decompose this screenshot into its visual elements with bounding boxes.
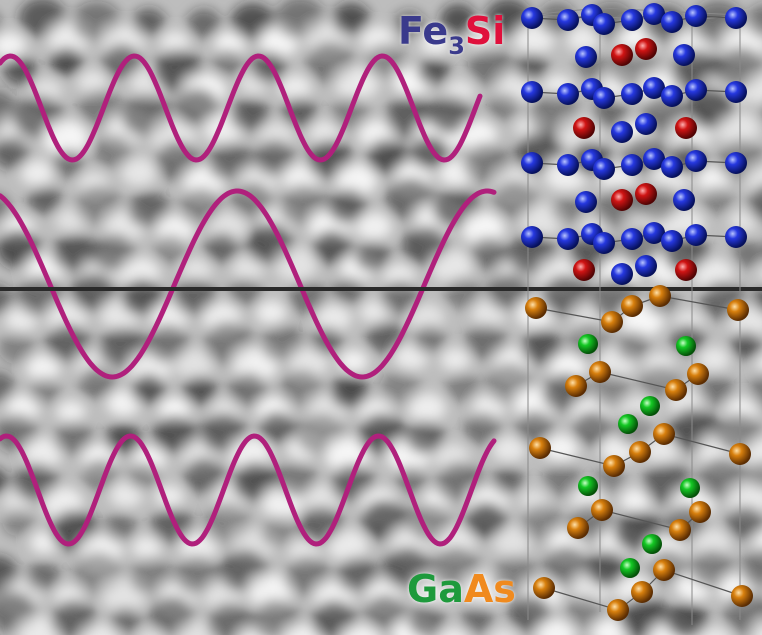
as-atom	[591, 499, 613, 521]
fe-atom	[521, 81, 543, 103]
as-atom	[529, 437, 551, 459]
si-atom	[573, 117, 595, 139]
si-atom	[635, 183, 657, 205]
as-label: As	[463, 567, 516, 611]
fe-atom	[621, 83, 643, 105]
as-atom	[727, 299, 749, 321]
as-atom	[525, 297, 547, 319]
as-atom	[653, 559, 675, 581]
subscript-3: 3	[448, 32, 465, 60]
fe-atom	[725, 81, 747, 103]
as-atom	[567, 517, 589, 539]
ga-atom	[578, 334, 598, 354]
si-atom	[611, 189, 633, 211]
fe-atom	[557, 154, 579, 176]
fe-atom	[621, 154, 643, 176]
as-atom	[589, 361, 611, 383]
as-atom	[601, 311, 623, 333]
fe-atom	[661, 85, 683, 107]
ga-atom	[676, 336, 696, 356]
fe-atom	[673, 44, 695, 66]
si-atom	[675, 117, 697, 139]
wave-top	[0, 53, 483, 163]
gaas-label: GaAs	[407, 570, 516, 608]
fe-atom	[661, 230, 683, 252]
as-atom	[533, 577, 555, 599]
si-atom	[675, 259, 697, 281]
ga-atom	[680, 478, 700, 498]
as-atom	[629, 441, 651, 463]
as-atom	[729, 443, 751, 465]
as-atom	[689, 501, 711, 523]
as-atom	[731, 585, 753, 607]
fe-atom	[621, 228, 643, 250]
wave-bottom	[0, 433, 497, 547]
fe-atom	[521, 152, 543, 174]
as-atom	[603, 455, 625, 477]
wave-overlays	[0, 53, 497, 547]
ga-atom	[642, 534, 662, 554]
fe-atom	[725, 7, 747, 29]
fe-atom	[557, 228, 579, 250]
ga-atom	[620, 558, 640, 578]
as-atom	[607, 599, 629, 621]
fe-atom	[643, 148, 665, 170]
ga-atom	[640, 396, 660, 416]
ga-atom	[618, 414, 638, 434]
as-atom	[669, 519, 691, 541]
fe-atom	[643, 77, 665, 99]
fe-label: Fe	[398, 9, 449, 53]
fe3si-label: Fe3Si	[398, 9, 506, 58]
ga-label: Ga	[407, 567, 464, 611]
fe-atom	[635, 255, 657, 277]
as-atom	[653, 423, 675, 445]
fe-atom	[621, 9, 643, 31]
fe-atom	[557, 83, 579, 105]
fe-atom	[593, 13, 615, 35]
fe-atom	[593, 87, 615, 109]
fe-atom	[673, 189, 695, 211]
si-label: Si	[464, 9, 506, 53]
fe-atom	[575, 191, 597, 213]
fe-atom	[685, 224, 707, 246]
as-atom	[649, 285, 671, 307]
si-atom	[635, 38, 657, 60]
as-atom	[687, 363, 709, 385]
ga-atom	[578, 476, 598, 496]
fe-atom	[685, 5, 707, 27]
fe-atom	[643, 3, 665, 25]
fe-atom	[521, 7, 543, 29]
fe-atom	[661, 156, 683, 178]
as-bond	[577, 509, 701, 531]
as-atom	[631, 581, 653, 603]
si-atom	[573, 259, 595, 281]
fe-atom	[611, 263, 633, 285]
as-atom	[621, 295, 643, 317]
fe-atom	[685, 79, 707, 101]
fe-atom	[557, 9, 579, 31]
fe-atom	[611, 121, 633, 143]
fe-atom	[725, 226, 747, 248]
fe-atom	[575, 46, 597, 68]
crystal-model	[521, 3, 753, 621]
fe-atom	[521, 226, 543, 248]
fe-atom	[661, 11, 683, 33]
as-atom	[665, 379, 687, 401]
si-atom	[611, 44, 633, 66]
fe-atom	[635, 113, 657, 135]
fe-atom	[593, 158, 615, 180]
fe-atom	[685, 150, 707, 172]
wave-middle	[0, 188, 497, 380]
as-bond	[575, 371, 699, 391]
fe-atom	[643, 222, 665, 244]
as-atom	[565, 375, 587, 397]
fe-atom	[593, 232, 615, 254]
fe-atom	[725, 152, 747, 174]
